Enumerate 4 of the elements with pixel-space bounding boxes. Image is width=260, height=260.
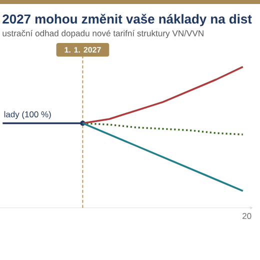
text: 20 (242, 213, 252, 220)
chart-subtitle: ustrační odhad dopadu nové tarifní struktury VN/VVN (2, 30, 204, 38)
chart-title: 2027 mohou změnit vaše náklady na dist (2, 14, 252, 26)
series-label: lady (100 %) (4, 111, 51, 120)
